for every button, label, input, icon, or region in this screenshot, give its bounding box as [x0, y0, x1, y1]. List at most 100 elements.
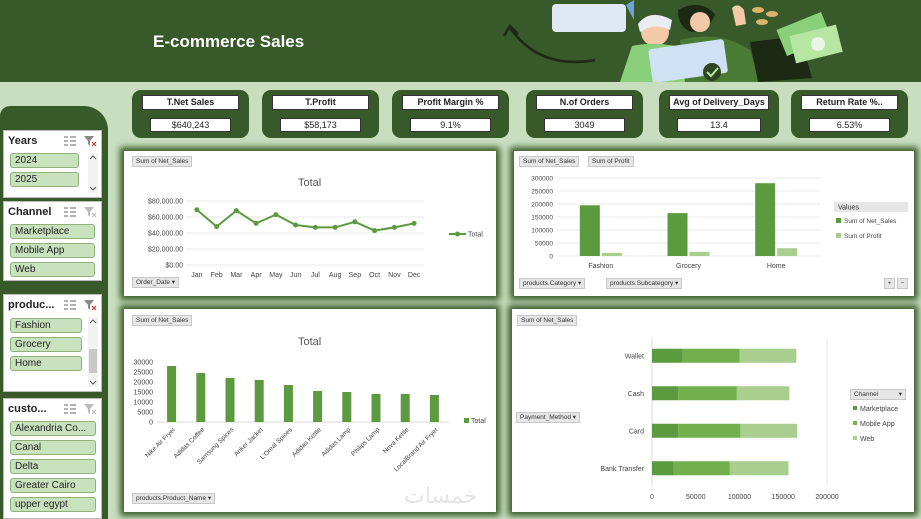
bar [371, 394, 381, 422]
axis-field-label: products.Product_Name [136, 495, 207, 502]
slicer-title: Channel [8, 206, 52, 218]
bar [342, 392, 352, 422]
kpi-delivery-days: Avg of Delivery_Days 13.4 [659, 90, 779, 138]
stacked-bar-segment [736, 386, 790, 401]
data-point [372, 228, 378, 234]
multi-select-icon[interactable] [64, 136, 76, 146]
collapse-button[interactable]: − [897, 278, 908, 289]
legend-label: Total [471, 418, 486, 425]
y-tick-label: 0 [549, 254, 553, 261]
category-sales-chart-card: Sum of Net_Sales Sum of Profit 0 50000 100… [514, 151, 914, 296]
expand-button[interactable]: + [884, 278, 895, 289]
channel-slicer: Channel Marketplace Mobile App Web [3, 201, 102, 281]
value-field-button[interactable]: Sum of Net_Sales [132, 156, 193, 167]
slicer-item[interactable]: 2025 [10, 172, 79, 187]
axis-field-button[interactable]: products.Subcategory ▾ [606, 278, 683, 289]
clear-filter-icon[interactable] [84, 404, 97, 415]
stacked-bar-segment [652, 423, 679, 438]
x-tick-label: Adidas Lamp [320, 426, 352, 458]
payment-stacked-bar-plot: 0 50000 100000 150000 200000 Wallet Cash Card Ba… [600, 337, 898, 501]
slicer-scrollbar[interactable] [88, 153, 98, 193]
y-tick-label: 30000 [134, 360, 154, 367]
chart-title: Total [298, 336, 322, 348]
multi-select-icon[interactable] [64, 300, 76, 310]
stacked-bar-segment [739, 348, 797, 363]
legend-field-button[interactable]: Channel ▾ [850, 389, 906, 400]
x-tick-label: Aug [329, 272, 342, 279]
y-tick-label: Wallet [625, 353, 644, 360]
bar [777, 248, 798, 256]
kpi-value: $58,173 [280, 118, 361, 132]
slicer-item[interactable]: Mobile App [10, 243, 95, 258]
legend-label: Total [468, 232, 483, 239]
legend-title-box [834, 202, 908, 212]
x-tick-label: 0 [650, 494, 654, 501]
y-tick-label: 300000 [531, 176, 553, 183]
slicer-title: produc... [8, 299, 55, 311]
value-field-button[interactable]: Sum of Net_Sales [517, 315, 578, 326]
x-tick-label: Mar [230, 272, 243, 279]
multi-select-icon[interactable] [64, 404, 76, 414]
slicer-item[interactable]: 2024 [10, 153, 79, 168]
slicer-item[interactable]: Web [10, 262, 95, 277]
x-tick-label: 200000 [815, 494, 838, 501]
clear-filter-icon[interactable] [84, 300, 97, 311]
value-field-button[interactable]: Sum of Profit [588, 156, 634, 167]
slicer-scrollbar[interactable] [88, 317, 98, 387]
legend-swatch [464, 418, 469, 423]
legend-marker [455, 231, 460, 237]
data-point [194, 207, 200, 213]
slicer-item[interactable]: upper egypt [10, 497, 96, 512]
kpi-value: 13.4 [677, 118, 761, 132]
x-tick-label: Nova Kettle [382, 426, 411, 455]
slicer-item[interactable]: Alexandria Co... [10, 421, 96, 436]
data-point [233, 208, 239, 214]
bar [196, 373, 206, 422]
y-tick-label: 15000 [134, 390, 154, 397]
data-point [411, 220, 417, 226]
dropdown-icon: ▾ [171, 279, 176, 286]
slicer-item[interactable]: Grocery [10, 337, 82, 352]
product-category-slicer: produc... Fashion Grocery Home [3, 294, 102, 392]
slicer-item[interactable]: Home [10, 356, 82, 371]
slicer-item[interactable]: Fashion [10, 318, 82, 333]
bar [429, 395, 439, 422]
stacked-bar-segment [729, 461, 789, 476]
bar [689, 251, 710, 256]
x-tick-label: Apr [251, 272, 263, 279]
legend-swatch [853, 421, 857, 425]
value-field-button[interactable]: Sum of Net_Sales [132, 315, 193, 326]
bar [667, 213, 688, 256]
data-point [352, 219, 358, 225]
category-bar-plot: 0 50000 100000 150000 200000 250000 300000 Fash… [531, 176, 908, 270]
axis-field-button[interactable]: Payment_Method ▾ [516, 412, 581, 423]
clear-filter-icon[interactable] [84, 136, 97, 147]
axis-field-button[interactable]: Order_Date ▾ [132, 277, 180, 288]
value-field-button[interactable]: Sum of Net_Sales [519, 156, 580, 167]
multi-select-icon[interactable] [64, 207, 76, 217]
kpi-label: N.of Orders [536, 95, 633, 110]
kpi-net-sales: T.Net Sales $640,243 [132, 90, 249, 138]
slicer-item[interactable]: Canal [10, 440, 96, 455]
y-tick-label: 150000 [531, 215, 553, 222]
bar [579, 205, 600, 256]
slicer-item[interactable]: Marketplace [10, 224, 95, 239]
axis-field-button[interactable]: products.Category ▾ [519, 278, 586, 289]
x-tick-label: Jan [191, 272, 202, 279]
dropdown-icon: ▾ [572, 414, 577, 421]
slicer-item[interactable]: Greater Cairo [10, 478, 96, 493]
y-tick-label: Bank Transfer [600, 466, 644, 473]
clear-filter-icon[interactable] [84, 207, 97, 218]
stacked-bar-segment [678, 423, 741, 438]
data-point [332, 224, 338, 230]
axis-field-button[interactable]: products.Product_Name ▾ [132, 493, 216, 504]
legend-label: Sum of Profit [844, 233, 882, 240]
stacked-bar-segment [678, 386, 737, 401]
series-line [196, 209, 415, 232]
axis-field-label: Payment_Method [520, 414, 571, 421]
filter-icon: ▾ [577, 280, 582, 287]
x-tick-label: Feb [211, 272, 223, 279]
legend-field-label: Channel [854, 391, 879, 398]
slicer-item[interactable]: Delta [10, 459, 96, 474]
